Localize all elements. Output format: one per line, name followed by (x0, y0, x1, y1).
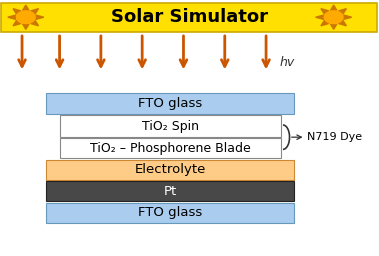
Polygon shape (344, 15, 352, 19)
Polygon shape (330, 24, 337, 29)
Polygon shape (31, 20, 39, 26)
Bar (47, 93, 294, 114)
Polygon shape (23, 24, 29, 29)
Polygon shape (316, 15, 324, 19)
Text: Electrolyte: Electrolyte (135, 163, 206, 176)
Polygon shape (330, 5, 337, 10)
Bar (47, 203, 294, 223)
Text: hv: hv (279, 56, 294, 69)
Polygon shape (13, 20, 21, 26)
Polygon shape (23, 5, 29, 10)
Polygon shape (338, 9, 346, 14)
Polygon shape (13, 9, 21, 14)
Polygon shape (321, 20, 329, 26)
Bar (60, 138, 281, 158)
Bar (47, 181, 294, 201)
Bar (60, 115, 281, 137)
Text: Pt: Pt (164, 185, 177, 198)
Polygon shape (36, 15, 44, 19)
Bar (2, 3, 377, 32)
Text: TiO₂ Spin: TiO₂ Spin (142, 120, 199, 133)
Text: TiO₂ – Phosphorene Blade: TiO₂ – Phosphorene Blade (90, 142, 251, 155)
Text: FTO glass: FTO glass (138, 97, 202, 110)
Text: Solar Simulator: Solar Simulator (111, 8, 268, 26)
Polygon shape (8, 15, 16, 19)
Polygon shape (321, 9, 329, 14)
Polygon shape (338, 20, 346, 26)
Polygon shape (31, 9, 39, 14)
Circle shape (324, 11, 343, 24)
Text: FTO glass: FTO glass (138, 206, 202, 219)
Bar (47, 160, 294, 180)
Text: N719 Dye: N719 Dye (307, 132, 362, 142)
Circle shape (16, 11, 35, 24)
